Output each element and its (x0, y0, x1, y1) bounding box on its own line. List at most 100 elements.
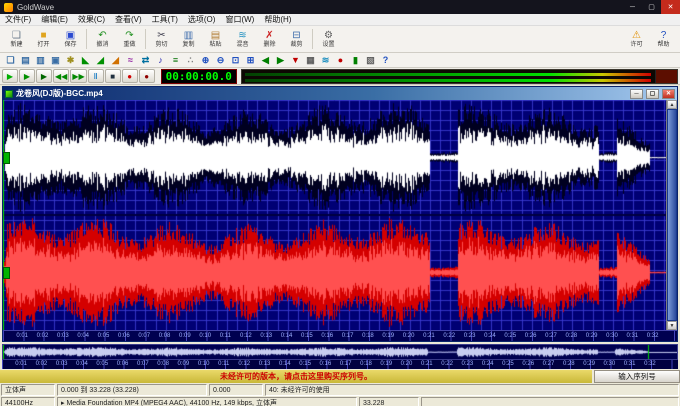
pause-button[interactable]: Ⅱ (87, 69, 104, 83)
ruler-label: 0:14 (278, 361, 291, 367)
reverse-icon[interactable]: ⇄ (141, 54, 150, 65)
stop-button[interactable]: ■ (104, 69, 121, 83)
ruler-label: 0:11 (218, 361, 230, 367)
overview-time-ruler[interactable]: 0:01 0:02 0:03 0:04 0:05 0:06 0:07 0:08 0:09 0:10… (2, 360, 678, 369)
open-file-button[interactable]: ■ 打开 (30, 30, 57, 49)
mix-button[interactable]: ≋ 混音 (229, 30, 256, 49)
fade-in-icon[interactable]: ◣ (82, 54, 89, 65)
play-button[interactable]: ▶ (2, 69, 18, 83)
menu-item-6[interactable]: 窗口(W) (225, 15, 255, 24)
enter-serial-button[interactable]: 输入序列号 (594, 370, 680, 383)
ruler-label: 0:19 (380, 361, 393, 367)
time-ruler[interactable]: 0:01 0:02 0:03 0:04 0:05 0:06 0:07 0:08 0:09 0:10… (3, 330, 677, 341)
next-zoom-icon[interactable]: ▶ (277, 54, 284, 65)
left-channel-marker-handle[interactable] (3, 151, 10, 164)
toolbar-label: 删除 (263, 41, 276, 48)
redo-button[interactable]: ↷ 重做 (116, 30, 143, 49)
rewind-button[interactable]: ◀◀ (53, 69, 70, 83)
record-new-button[interactable]: ● (138, 69, 155, 83)
cut-button[interactable]: ✂ 剪切 (148, 30, 175, 49)
fit-window-icon[interactable]: ▣ (51, 54, 60, 65)
scrollbar-thumb[interactable] (667, 109, 677, 321)
settings-button[interactable]: ⚙ 设置 (315, 30, 342, 49)
toolbar-label: 剪切 (155, 41, 168, 48)
toolbar-separator (86, 29, 87, 49)
close-button[interactable]: ✕ (661, 0, 680, 14)
delete-button[interactable]: ✗ 删除 (256, 30, 283, 49)
ruler-label: 0:22 (443, 333, 456, 339)
pitch-icon[interactable]: ♪ (158, 54, 163, 65)
undo-button[interactable]: ↶ 撤消 (89, 30, 116, 49)
cascade-windows-icon[interactable]: ❏ (6, 54, 15, 65)
grid-toggle-icon[interactable]: ▦ (306, 54, 315, 65)
minimize-button[interactable]: ─ (630, 3, 635, 11)
delete-icon: ✗ (265, 29, 274, 41)
overview-strip[interactable] (2, 344, 678, 360)
editor-minimize-button[interactable]: ─ (630, 88, 643, 99)
zoom-selection-icon[interactable]: ⊡ (231, 54, 240, 65)
trim-button[interactable]: ⊟ 裁剪 (283, 30, 310, 49)
zoom-out-icon[interactable]: ⊖ (216, 54, 225, 65)
file-info-icon[interactable]: ✱ (66, 54, 75, 65)
zoom-in-icon[interactable]: ⊕ (201, 54, 210, 65)
mixer-icon[interactable]: ≋ (321, 54, 330, 65)
ruler-label: 0:19 (382, 333, 395, 339)
paste-button[interactable]: ▤ 粘贴 (202, 30, 229, 49)
status-cell: 0.000 到 33.228 (33.228) (57, 384, 207, 396)
new-file-button[interactable]: ❏ 新建 (3, 30, 30, 49)
noise-reduction-icon[interactable]: ∴ (187, 54, 194, 65)
save-file-button[interactable]: ▣ 保存 (57, 30, 84, 49)
ruler-label: 0:28 (562, 361, 575, 367)
menu-item-4[interactable]: 工具(T) (151, 15, 178, 24)
waveform-canvas[interactable] (3, 100, 666, 330)
editor-restore-button[interactable]: ▢ (646, 88, 659, 99)
settings-icon: ⚙ (324, 29, 333, 41)
play-loop-button[interactable]: ▶ (36, 69, 52, 83)
vertical-scrollbar[interactable]: ▲ ▼ (666, 100, 677, 330)
fast-forward-button[interactable]: ▶▶ (70, 69, 87, 83)
monitor-icon[interactable]: ▮ (353, 54, 358, 65)
record-button[interactable]: ● (121, 69, 138, 83)
editor-title-bar[interactable]: 龙卷风(DJ版)-BGC.mp4 ─ ▢ ✕ (3, 87, 677, 100)
menu-item-2[interactable]: 效果(C) (77, 15, 105, 24)
mix-icon: ≋ (238, 29, 247, 41)
scroll-down-icon[interactable]: ▼ (667, 321, 677, 330)
ruler-label: 0:07 (136, 361, 149, 367)
copy-button[interactable]: ▥ 复制 (175, 30, 202, 49)
toolbar-separator (312, 29, 313, 49)
paste-icon: ▤ (210, 29, 221, 41)
toolbar-separator (145, 29, 146, 49)
level-meter-left-bar (244, 72, 651, 76)
menu-item-3[interactable]: 查看(V) (115, 15, 142, 24)
fade-out-icon[interactable]: ◢ (97, 54, 104, 65)
editor-close-button[interactable]: ✕ (662, 88, 675, 99)
ruler-label: 0:04 (76, 361, 88, 367)
menu-item-0[interactable]: 文件(F) (5, 15, 32, 24)
tile-horizontal-icon[interactable]: ▤ (21, 54, 30, 65)
play-all-button[interactable]: ▶ (19, 69, 35, 83)
zoom-all-icon[interactable]: ⊞ (246, 54, 255, 65)
menu-item-7[interactable]: 帮助(H) (264, 15, 292, 24)
ruler-label: 0:04 (77, 333, 90, 339)
right-channel-marker-handle[interactable] (3, 266, 10, 279)
device-controls-icon[interactable]: ▧ (366, 54, 375, 65)
maximize-button[interactable]: ▢ (648, 4, 655, 11)
toolbar-label: 保存 (64, 41, 77, 48)
drop-marker-icon[interactable]: ▼ (291, 54, 300, 65)
volume-shape-icon[interactable]: ◢ (112, 54, 119, 65)
echo-icon[interactable]: ≈ (128, 54, 133, 65)
ruler-label: 0:10 (199, 333, 212, 339)
license-warning-button[interactable]: ⚠ 许可 (623, 30, 650, 49)
scroll-up-icon[interactable]: ▲ (667, 100, 677, 109)
previous-zoom-icon[interactable]: ◀ (262, 54, 269, 65)
license-notice-link[interactable]: 未经许可的版本，请点击这里购买序列号。 (0, 370, 592, 383)
tile-vertical-icon[interactable]: ▥ (36, 54, 45, 65)
record-settings-icon[interactable]: ● (337, 54, 344, 65)
equalizer-icon[interactable]: ≡ (172, 54, 179, 65)
menu-item-1[interactable]: 编辑(E) (41, 15, 68, 24)
menu-item-5[interactable]: 选项(O) (187, 15, 216, 24)
overview-canvas[interactable] (3, 345, 677, 359)
help-button[interactable]: ? 帮助 (650, 30, 677, 49)
context-help-icon[interactable]: ? (382, 54, 389, 65)
